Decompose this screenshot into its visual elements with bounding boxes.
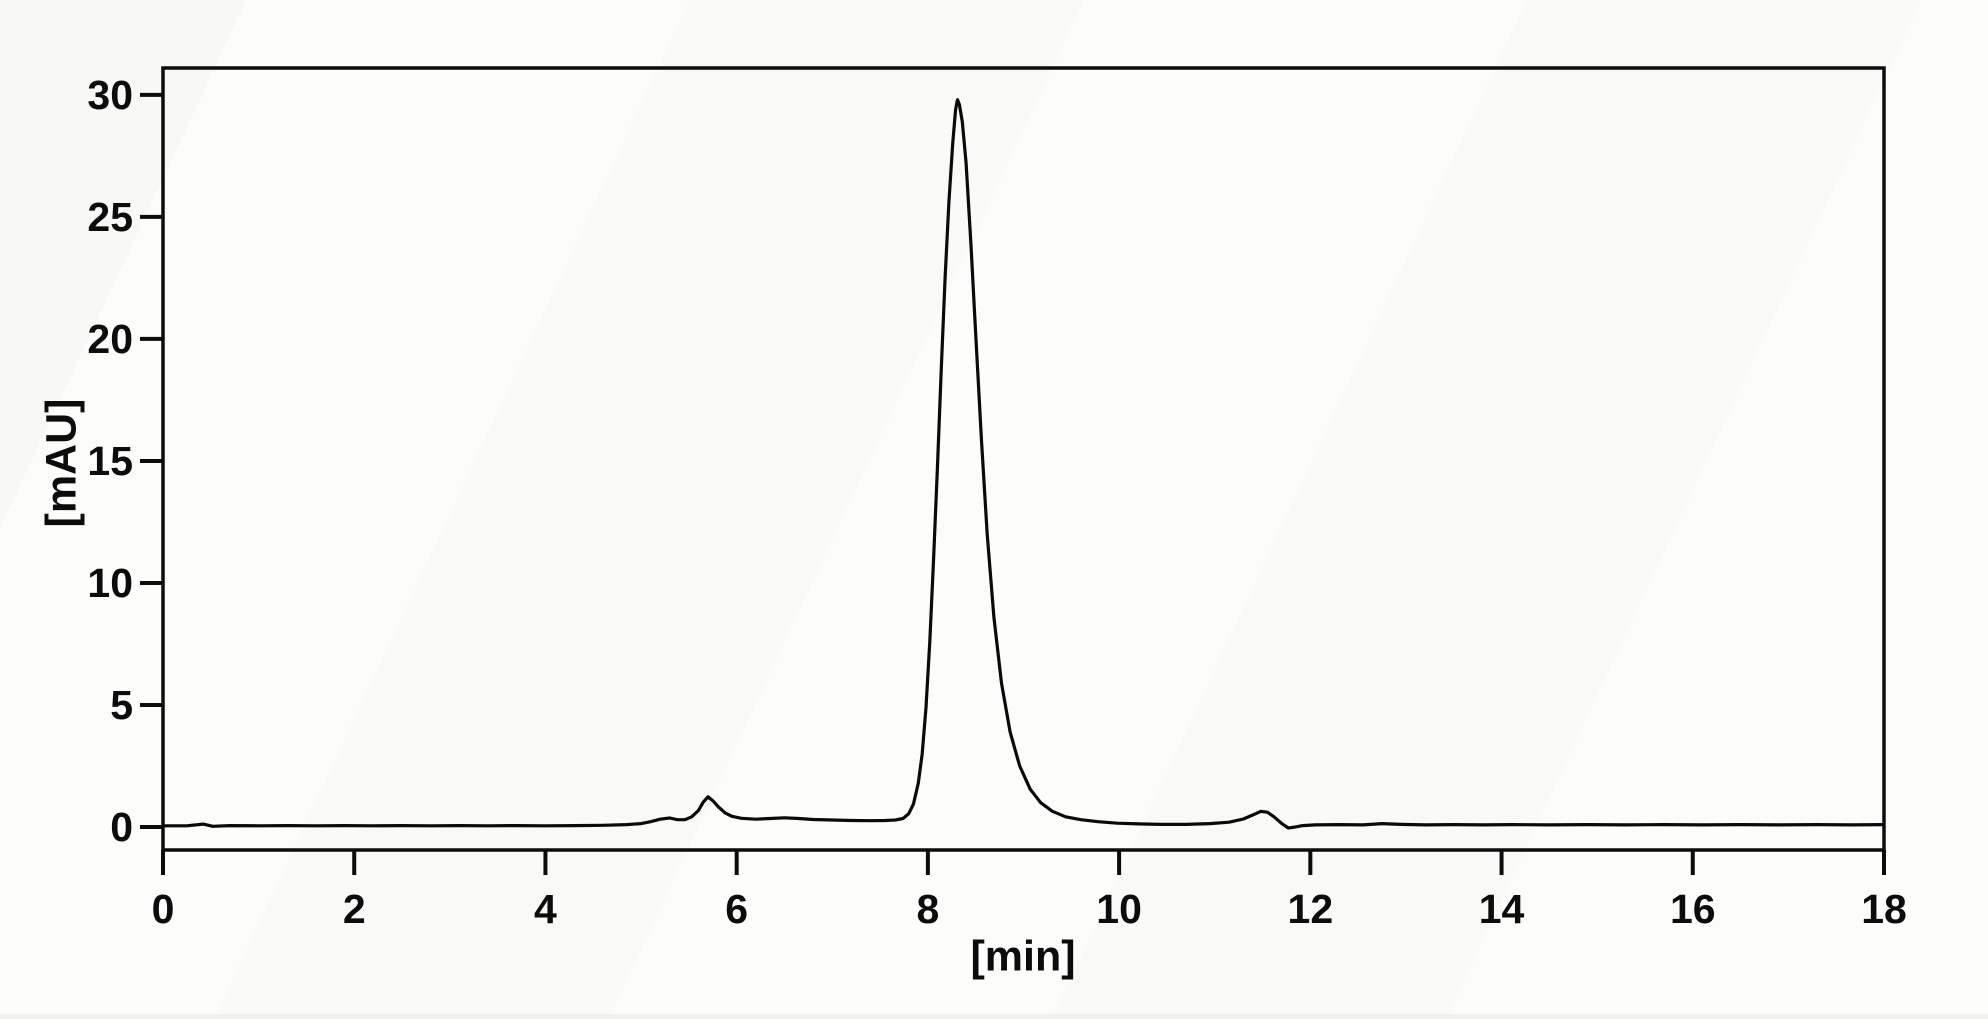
x-tick-label-14: 14 (1478, 886, 1525, 932)
x-tick-label-4: 4 (534, 886, 557, 932)
y-tick-label-10: 10 (87, 559, 133, 606)
x-tick-label-0: 0 (151, 886, 175, 932)
x-axis-label: [min] (970, 932, 1076, 981)
x-tick-label-10: 10 (1096, 886, 1142, 932)
y-tick-label-20: 20 (87, 315, 133, 362)
y-tick-label-30: 30 (87, 71, 133, 118)
plot-box (161, 66, 1886, 852)
x-tick-label-12: 12 (1287, 886, 1334, 932)
x-tick-label-16: 16 (1669, 886, 1716, 932)
y-axis-label: [mAU] (37, 398, 86, 528)
y-tick-label-15: 15 (87, 437, 133, 484)
signal-trace (161, 98, 1886, 830)
y-tick-label-0: 0 (110, 804, 133, 851)
x-tick-label-6: 6 (725, 886, 749, 932)
y-tick-label-25: 25 (87, 193, 133, 240)
x-tick-label-8: 8 (916, 886, 940, 932)
x-tick-label-2: 2 (342, 886, 366, 932)
y-tick-label-5: 5 (110, 682, 133, 729)
x-tick-label-18: 18 (1861, 886, 1907, 932)
